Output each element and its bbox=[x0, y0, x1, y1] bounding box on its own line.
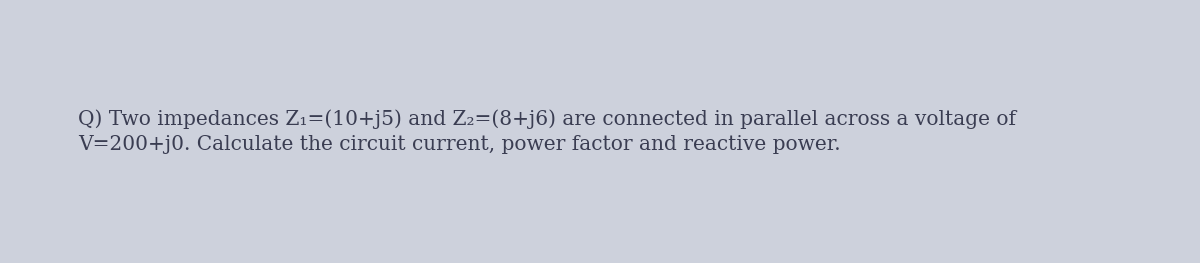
Text: Q) Two impedances Z₁=(10+j5) and Z₂=(8+j6) are connected in parallel across a vo: Q) Two impedances Z₁=(10+j5) and Z₂=(8+j… bbox=[78, 109, 1016, 154]
